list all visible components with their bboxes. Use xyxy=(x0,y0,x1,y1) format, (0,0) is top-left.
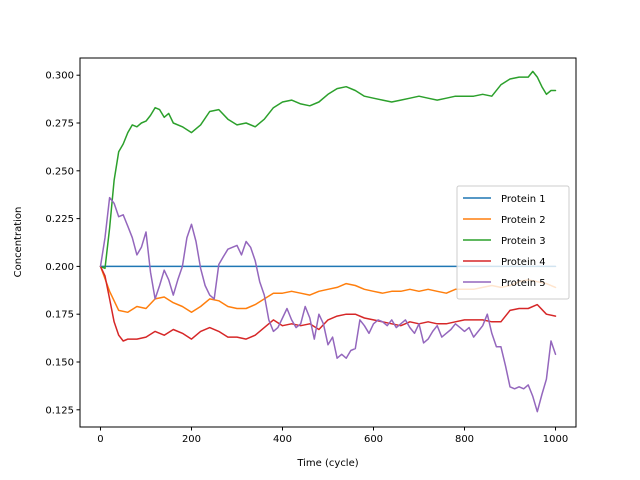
y-tick-label: 0.200 xyxy=(45,262,74,273)
y-tick-label: 0.300 xyxy=(45,71,74,82)
x-tick-label: 600 xyxy=(364,434,383,445)
plot-frame xyxy=(79,57,577,428)
series-line-protein-4 xyxy=(99,265,557,342)
y-axis: 0.125 0.150 0.175 0.200 0.225 0.250 0.275 0.300 xyxy=(45,71,80,416)
series-line-protein-5 xyxy=(99,196,557,413)
x-tick-label: 1000 xyxy=(543,434,568,445)
y-tick-label: 0.175 xyxy=(45,310,74,321)
legend-label: Protein 2 xyxy=(501,215,546,226)
y-tick-label: 0.275 xyxy=(45,119,74,130)
legend-label: Protein 4 xyxy=(501,257,546,268)
legend-box xyxy=(456,185,570,300)
x-tick-label: 200 xyxy=(182,434,201,445)
legend-label: Protein 3 xyxy=(501,236,546,247)
y-tick-label: 0.125 xyxy=(45,405,74,416)
y-axis-label: Concentration xyxy=(13,207,24,278)
x-tick-label: 800 xyxy=(455,434,474,445)
y-tick-label: 0.150 xyxy=(45,357,74,368)
series-line-protein-3 xyxy=(99,70,557,270)
x-axis: 0 200 400 600 800 1000 xyxy=(97,427,568,445)
y-tick-label: 0.250 xyxy=(45,166,74,177)
legend: Protein 1 Protein 2 Protein 3 Protein 4 Prot… xyxy=(456,185,570,300)
legend-label: Protein 1 xyxy=(501,194,546,205)
legend-label: Protein 5 xyxy=(501,278,546,289)
y-tick-label: 0.225 xyxy=(45,214,74,225)
x-axis-label: Time (cycle) xyxy=(296,458,358,469)
x-tick-label: 400 xyxy=(273,434,292,445)
x-tick-label: 0 xyxy=(97,434,103,445)
